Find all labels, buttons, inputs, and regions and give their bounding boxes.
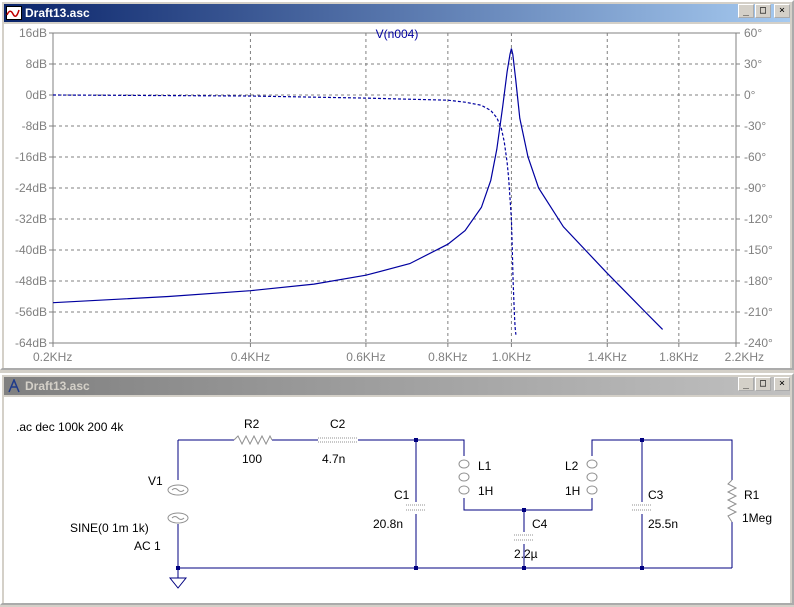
maximize-button[interactable]: □	[755, 4, 771, 18]
y-tick-label-right: -90°	[744, 181, 766, 195]
y-tick-label-left: 8dB	[26, 57, 47, 71]
x-tick-label: 1.0KHz	[492, 350, 531, 364]
c1-name: C1	[394, 488, 410, 502]
magnitude-trace	[52, 48, 664, 330]
c3-value: 25.5n	[648, 517, 678, 531]
r1-value: 1Meg	[742, 511, 772, 525]
c4-value: 2.2µ	[514, 547, 538, 561]
l2-symbol[interactable]	[586, 459, 598, 495]
junction	[414, 438, 418, 442]
l2-name: L2	[565, 459, 579, 473]
x-tick-label: 0.6KHz	[346, 350, 385, 364]
minimize-button[interactable]: _	[738, 377, 754, 391]
c3-name: C3	[648, 488, 664, 502]
bode-plot[interactable]: 16dB 60° 8dB 30° 0dB 0° -8dB -30° -16dB -60° -24dB…	[4, 24, 790, 368]
y-tick-label-left: -48dB	[15, 274, 47, 288]
y-tick-label-left: 16dB	[19, 26, 47, 40]
y-tick-label-left: -40dB	[15, 243, 47, 257]
junction	[522, 566, 526, 570]
tick-labels: 16dB 60° 8dB 30° 0dB 0° -8dB -30° -16dB -60° -24dB…	[15, 26, 773, 364]
x-tick-label: 0.8KHz	[428, 350, 467, 364]
y-tick-label-right: -240°	[744, 336, 773, 350]
c4-name: C4	[532, 517, 548, 531]
y-tick-label-right: 30°	[744, 57, 762, 71]
y-tick-label-right: 60°	[744, 26, 762, 40]
r2-symbol[interactable]	[233, 434, 273, 446]
schematic[interactable]: .ac dec 100k 200 4k V1 SINE(0 1m 1k) AC …	[4, 397, 790, 603]
grid	[53, 33, 736, 343]
y-tick-label-right: 0°	[744, 88, 756, 102]
y-tick-label-left: -8dB	[22, 119, 47, 133]
x-tick-label: 1.4KHz	[588, 350, 627, 364]
r1-symbol[interactable]	[726, 479, 738, 523]
y-tick-label-left: -24dB	[15, 181, 47, 195]
x-tick-label: 2.2KHz	[725, 350, 764, 364]
junction	[522, 508, 526, 512]
y-tick-label-right: -30°	[744, 119, 766, 133]
y-tick-label-left: -64dB	[15, 336, 47, 350]
trace-name-label[interactable]: V(n004)	[376, 27, 419, 41]
schematic-window-title: Draft13.asc	[25, 379, 90, 393]
junction	[640, 566, 644, 570]
close-button[interactable]: ×	[774, 377, 790, 391]
minimize-button[interactable]: _	[738, 4, 754, 18]
wire-l1-bottom	[463, 498, 593, 511]
r1-name: R1	[744, 488, 760, 502]
c1-value: 20.8n	[373, 517, 403, 531]
y-tick-label-left: 0dB	[26, 88, 47, 102]
plot-window: Draft13.asc _ □ × 16dB 60° 8dB 30° 0dB 0° -8dB…	[0, 0, 794, 370]
spice-directive[interactable]: .ac dec 100k 200 4k	[16, 420, 124, 434]
waveform-app-icon	[6, 6, 22, 20]
c2-name: C2	[330, 417, 346, 431]
plot-area[interactable]: 16dB 60° 8dB 30° 0dB 0° -8dB -30° -16dB -60° -24dB…	[4, 24, 790, 368]
v1-value: SINE(0 1m 1k)	[70, 521, 149, 535]
l2-value: 1H	[565, 484, 580, 498]
schematic-window: Draft13.asc _ □ ×	[0, 373, 794, 605]
ground-icon	[168, 570, 188, 589]
junction	[640, 438, 644, 442]
wire-l2-top	[591, 439, 733, 568]
c4-symbol[interactable]	[514, 534, 534, 541]
y-tick-label-left: -16dB	[15, 150, 47, 164]
l1-value: 1H	[478, 484, 493, 498]
v1-ac-value: AC 1	[134, 539, 161, 553]
y-tick-label-right: -120°	[744, 212, 773, 226]
r2-value: 100	[242, 452, 262, 466]
x-tick-label: 0.4KHz	[231, 350, 270, 364]
schematic-app-icon	[8, 379, 20, 393]
maximize-button[interactable]: □	[755, 377, 771, 391]
v1-symbol[interactable]	[167, 484, 189, 524]
wire-top	[178, 439, 465, 456]
r2-name: R2	[244, 417, 260, 431]
schematic-window-titlebar[interactable]: Draft13.asc	[4, 377, 790, 395]
c2-value: 4.7n	[322, 452, 345, 466]
l1-name: L1	[478, 459, 492, 473]
c2-symbol[interactable]	[318, 437, 358, 443]
x-tick-label: 0.2KHz	[33, 350, 72, 364]
y-tick-label-left: -56dB	[15, 305, 47, 319]
y-tick-label-left: -32dB	[15, 212, 47, 226]
y-tick-label-right: -60°	[744, 150, 766, 164]
plot-window-title: Draft13.asc	[25, 6, 90, 20]
x-tick-label: 1.8KHz	[659, 350, 698, 364]
c1-symbol[interactable]	[406, 504, 426, 511]
close-button[interactable]: ×	[774, 4, 790, 18]
traces	[52, 48, 664, 335]
l1-symbol[interactable]	[458, 459, 470, 495]
plot-window-titlebar[interactable]: Draft13.asc	[4, 4, 790, 22]
y-tick-label-right: -210°	[744, 305, 773, 319]
y-tick-label-right: -150°	[744, 243, 773, 257]
schematic-window-controls: _ □ ×	[737, 377, 790, 391]
junction	[176, 566, 180, 570]
plot-window-controls: _ □ ×	[737, 4, 790, 18]
c3-symbol[interactable]	[632, 504, 652, 511]
junction	[414, 566, 418, 570]
v1-name: V1	[148, 474, 163, 488]
schematic-area[interactable]: .ac dec 100k 200 4k V1 SINE(0 1m 1k) AC …	[4, 397, 790, 603]
y-tick-label-right: -180°	[744, 274, 773, 288]
